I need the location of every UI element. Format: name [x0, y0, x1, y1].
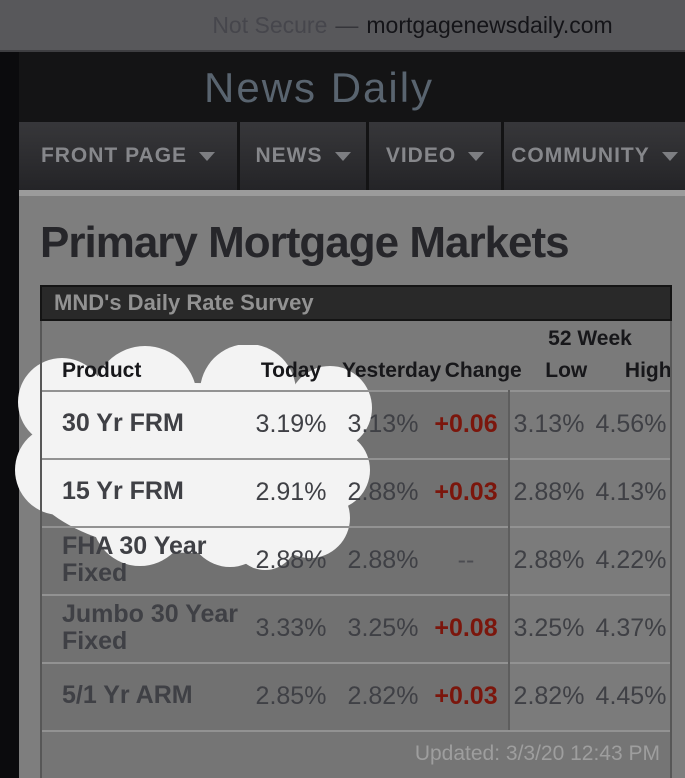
cell-today: 2.91%	[255, 477, 327, 506]
nav-item-label: VIDEO	[385, 144, 457, 167]
cell-52week-low: 3.13%	[513, 409, 585, 438]
cell-product: Jumbo 30 Year Fixed	[62, 599, 239, 655]
cell-yesterday: 2.82%	[347, 681, 419, 710]
cell-yesterday: 2.88%	[347, 477, 419, 506]
nav-item-label: FRONT PAGE	[40, 144, 188, 167]
week52-panel-border	[508, 390, 510, 730]
column-header-change: Change	[444, 359, 522, 382]
cell-change: +0.03	[434, 681, 498, 710]
nav-item[interactable]: COMMUNITY	[504, 122, 685, 190]
cell-52week-high: 4.45%	[595, 681, 667, 710]
cell-52week-low: 2.82%	[513, 681, 585, 710]
cell-52week-high: 4.13%	[595, 477, 667, 506]
cell-change: +0.03	[434, 477, 498, 506]
cell-today: 3.33%	[255, 613, 327, 642]
cell-52week-low: 2.88%	[513, 545, 585, 574]
cell-product: 15 Yr FRM	[62, 477, 184, 506]
cell-52week-high: 4.37%	[595, 613, 667, 642]
site-header: News Daily	[0, 52, 685, 122]
cell-change: +0.08	[434, 613, 498, 642]
column-group-52week: 52 Week	[548, 327, 632, 350]
table-border-right	[670, 321, 672, 778]
security-label: Not Secure	[212, 11, 328, 38]
url-separator: —	[335, 11, 359, 38]
divider-line	[40, 526, 672, 528]
nav-bar: FRONT PAGE NEWS VIDEO COMMUNITY	[19, 122, 685, 190]
cell-52week-low: 2.88%	[513, 477, 585, 506]
column-header-today: Today	[260, 359, 322, 382]
divider-line	[40, 730, 672, 732]
chevron-down-icon	[468, 151, 485, 161]
divider-line	[40, 662, 672, 664]
site-logo[interactable]: News Daily	[204, 64, 435, 111]
table-footer: Updated: 3/3/20 12:43 PM	[40, 730, 672, 778]
cell-today: 2.85%	[255, 681, 327, 710]
rate-survey-widget: MND's Daily Rate Survey 52 Week Product …	[15, 285, 672, 778]
nav-item-label: NEWS	[255, 144, 323, 167]
cell-52week-high: 4.56%	[595, 409, 667, 438]
cell-52week-high: 4.22%	[595, 545, 667, 574]
chevron-down-icon	[661, 151, 678, 161]
cell-change: --	[457, 545, 475, 574]
cell-product: 5/1 Yr ARM	[62, 681, 193, 710]
divider-line	[40, 594, 672, 596]
column-header-high: High	[624, 359, 672, 382]
cell-today: 3.19%	[255, 409, 327, 438]
url-text: Not Secure — mortgagenewsdaily.com	[0, 0, 685, 50]
left-edge-strip	[0, 52, 19, 778]
cell-yesterday: 3.25%	[347, 613, 419, 642]
nav-item[interactable]: VIDEO	[369, 122, 501, 190]
page-title: Primary Mortgage Markets	[40, 218, 570, 267]
survey-title-bar: MND's Daily Rate Survey	[40, 285, 672, 321]
column-header-yesterday: Yesterday	[342, 359, 442, 382]
address-bar[interactable]: Not Secure — mortgagenewsdaily.com	[0, 0, 685, 52]
chevron-down-icon	[334, 151, 351, 161]
cell-change: +0.06	[434, 409, 498, 438]
updated-timestamp: Updated: 3/3/20 12:43 PM	[414, 742, 660, 765]
url-domain: mortgagenewsdaily.com	[366, 11, 613, 38]
column-header-product: Product	[62, 359, 142, 382]
column-header-low: Low	[545, 359, 588, 382]
cell-product: FHA 30 Year Fixed	[62, 531, 207, 587]
divider-line	[40, 458, 672, 460]
cell-52week-low: 3.25%	[513, 613, 585, 642]
cell-today: 2.88%	[255, 545, 327, 574]
chevron-down-icon	[199, 151, 216, 161]
nav-item[interactable]: FRONT PAGE	[19, 122, 237, 190]
cell-yesterday: 2.88%	[347, 545, 419, 574]
table-border-left	[40, 321, 42, 778]
survey-title: MND's Daily Rate Survey	[54, 290, 314, 315]
cell-yesterday: 3.13%	[347, 409, 419, 438]
week52-panel-background	[508, 390, 672, 730]
content-top-strip	[19, 190, 685, 196]
highlight-annotation	[15, 345, 372, 570]
divider-line	[40, 390, 672, 392]
nav-item-label: COMMUNITY	[511, 144, 650, 167]
nav-item[interactable]: NEWS	[240, 122, 366, 190]
cell-product: 30 Yr FRM	[62, 409, 184, 438]
